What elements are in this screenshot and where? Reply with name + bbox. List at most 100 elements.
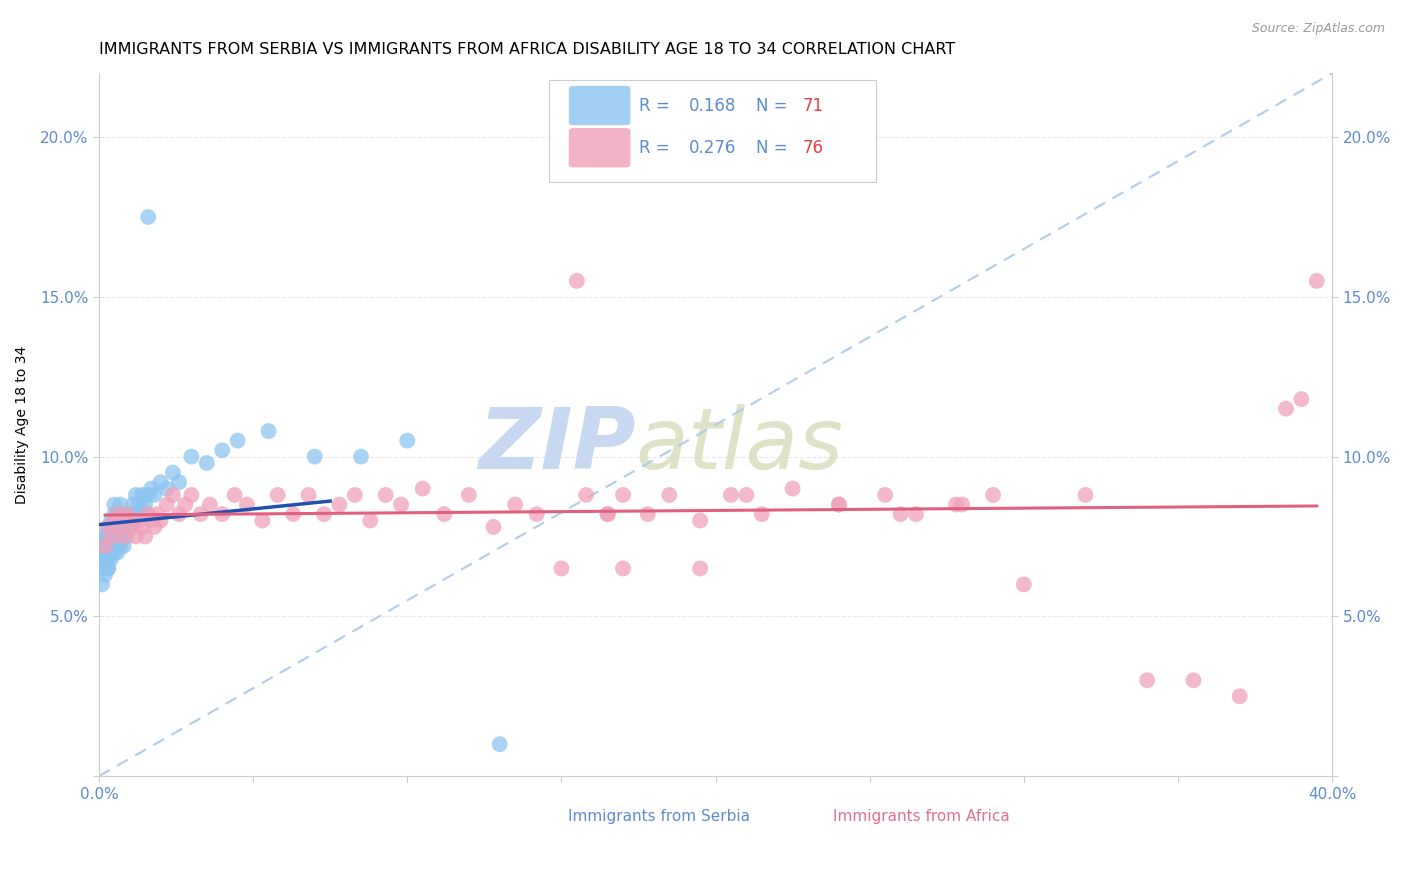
Point <box>396 434 419 448</box>
Point <box>146 507 169 521</box>
Point <box>180 450 202 464</box>
Point <box>612 488 634 502</box>
Point <box>103 545 125 559</box>
Point <box>195 456 218 470</box>
Point <box>198 498 221 512</box>
Point <box>97 520 120 534</box>
Point <box>226 434 249 448</box>
Point <box>100 520 122 534</box>
Text: 0.276: 0.276 <box>689 139 735 157</box>
Point <box>134 529 156 543</box>
Point <box>1136 673 1159 688</box>
Point <box>412 482 434 496</box>
Point <box>162 466 184 480</box>
Point <box>100 536 122 550</box>
Point <box>1275 401 1298 416</box>
Point <box>156 482 179 496</box>
Point <box>125 488 148 502</box>
Point <box>100 514 122 528</box>
Point <box>359 514 381 528</box>
Point <box>689 514 711 528</box>
Point <box>526 507 548 521</box>
Point <box>156 498 179 512</box>
Point <box>190 507 212 521</box>
Point <box>550 561 572 575</box>
FancyBboxPatch shape <box>513 798 560 831</box>
Point <box>211 443 233 458</box>
Point <box>91 539 114 553</box>
Point <box>112 507 135 521</box>
Point <box>981 488 1004 502</box>
FancyBboxPatch shape <box>569 128 630 168</box>
Point <box>112 529 135 543</box>
Point <box>110 520 132 534</box>
Point <box>112 520 135 534</box>
Point <box>103 520 125 534</box>
Point <box>211 507 233 521</box>
FancyBboxPatch shape <box>569 86 630 125</box>
FancyBboxPatch shape <box>779 798 825 831</box>
Point <box>100 529 122 543</box>
Point <box>149 475 172 490</box>
Point <box>118 514 141 528</box>
Point <box>162 488 184 502</box>
Text: R =: R = <box>640 139 675 157</box>
Point <box>121 498 143 512</box>
Point <box>115 529 138 543</box>
Point <box>488 737 510 751</box>
Point <box>257 424 280 438</box>
Point <box>94 567 117 582</box>
Text: N =: N = <box>756 139 793 157</box>
Point <box>103 529 125 543</box>
Point <box>267 488 290 502</box>
Point <box>125 507 148 521</box>
Point <box>110 529 132 543</box>
Point <box>131 520 153 534</box>
Text: 71: 71 <box>803 96 824 114</box>
Point <box>97 539 120 553</box>
Point <box>94 529 117 543</box>
Point <box>751 507 773 521</box>
Point <box>103 498 125 512</box>
Point <box>91 577 114 591</box>
Point <box>136 488 159 502</box>
Point <box>350 450 373 464</box>
Point <box>110 498 132 512</box>
Text: N =: N = <box>756 96 793 114</box>
Point <box>1229 690 1251 704</box>
Point <box>149 514 172 528</box>
Point <box>297 488 319 502</box>
Point <box>107 507 129 521</box>
Point <box>115 507 138 521</box>
Point <box>121 520 143 534</box>
Point <box>100 529 122 543</box>
Point <box>121 514 143 528</box>
Point <box>91 561 114 575</box>
Point <box>828 498 851 512</box>
Point <box>328 498 350 512</box>
Point <box>457 488 479 502</box>
Point <box>304 450 326 464</box>
Text: ZIP: ZIP <box>478 404 636 487</box>
Point <box>94 552 117 566</box>
Point <box>596 507 619 521</box>
Point <box>281 507 304 521</box>
Point <box>143 520 166 534</box>
Point <box>94 539 117 553</box>
Text: 76: 76 <box>803 139 824 157</box>
Point <box>575 488 598 502</box>
Point <box>252 514 274 528</box>
Point <box>174 498 197 512</box>
Point <box>950 498 973 512</box>
Point <box>482 520 505 534</box>
Point <box>107 507 129 521</box>
Point <box>735 488 758 502</box>
Text: Source: ZipAtlas.com: Source: ZipAtlas.com <box>1251 22 1385 36</box>
Point <box>134 498 156 512</box>
Point <box>904 507 927 521</box>
Point <box>141 514 163 528</box>
Point <box>689 561 711 575</box>
Point <box>107 545 129 559</box>
Point <box>875 488 897 502</box>
Point <box>107 520 129 534</box>
